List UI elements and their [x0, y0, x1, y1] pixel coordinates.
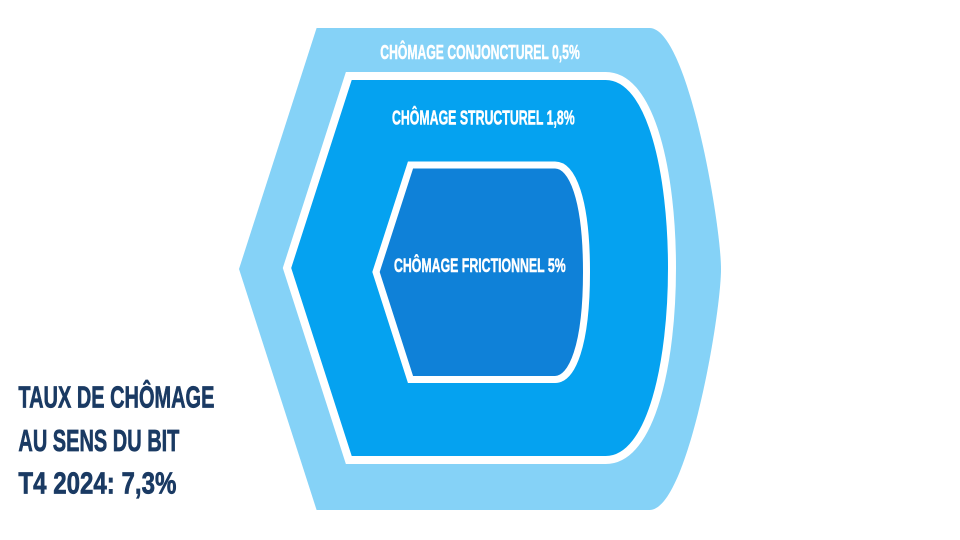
svg-text:T4 2024: 7,3%: T4 2024: 7,3% [18, 466, 176, 501]
svg-text:CHÔMAGE STRUCTUREL 1,8%: CHÔMAGE STRUCTUREL 1,8% [392, 106, 575, 130]
svg-text:AU SENS DU BIT: AU SENS DU BIT [18, 423, 179, 458]
svg-text:CHÔMAGE FRICTIONNEL 5%: CHÔMAGE FRICTIONNEL 5% [394, 253, 566, 277]
svg-text:CHÔMAGE CONJONCTUREL 0,5%: CHÔMAGE CONJONCTUREL 0,5% [380, 40, 580, 64]
svg-text:TAUX DE CHÔMAGE: TAUX DE CHÔMAGE [18, 378, 214, 414]
